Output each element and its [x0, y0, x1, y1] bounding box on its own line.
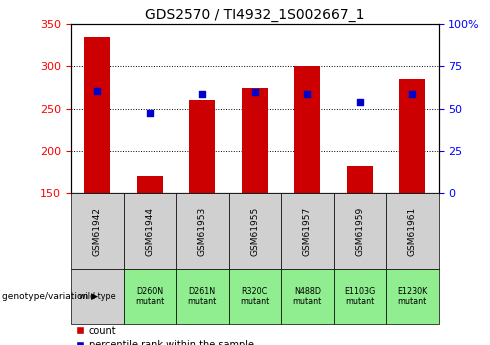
Text: E1103G
mutant: E1103G mutant [344, 287, 375, 306]
Text: GSM61959: GSM61959 [355, 207, 364, 256]
Bar [137, 176, 163, 193]
Point [94, 88, 101, 94]
Text: N488D
mutant: N488D mutant [293, 287, 322, 306]
Text: GSM61955: GSM61955 [250, 207, 259, 256]
Bar [386, 269, 439, 324]
Bar [281, 193, 334, 269]
Bar [176, 269, 228, 324]
Bar [71, 193, 123, 269]
Bar [281, 269, 334, 324]
Bar [71, 269, 123, 324]
Legend: count, percentile rank within the sample: count, percentile rank within the sample [76, 326, 253, 345]
Bar [399, 79, 425, 193]
Text: D261N
mutant: D261N mutant [188, 287, 217, 306]
Bar [334, 269, 386, 324]
Text: GSM61944: GSM61944 [146, 207, 154, 256]
Bar [294, 66, 320, 193]
Bar [346, 166, 373, 193]
Text: GSM61957: GSM61957 [303, 207, 312, 256]
Point [303, 91, 311, 97]
Text: GSM61961: GSM61961 [408, 207, 417, 256]
Text: genotype/variation ▶: genotype/variation ▶ [2, 292, 98, 301]
Bar [334, 193, 386, 269]
Point [146, 110, 154, 116]
Bar [123, 193, 176, 269]
Bar [386, 193, 439, 269]
Point [408, 91, 416, 97]
Bar [189, 100, 216, 193]
Point [198, 91, 206, 97]
Bar [176, 193, 228, 269]
Bar [228, 269, 281, 324]
Title: GDS2570 / TI4932_1S002667_1: GDS2570 / TI4932_1S002667_1 [145, 8, 365, 22]
Text: wild type: wild type [79, 292, 116, 301]
Bar [242, 88, 268, 193]
Text: GSM61953: GSM61953 [198, 207, 207, 256]
Text: E1230K
mutant: E1230K mutant [397, 287, 427, 306]
Text: D260N
mutant: D260N mutant [135, 287, 165, 306]
Bar [123, 269, 176, 324]
Point [356, 99, 364, 105]
Text: GSM61942: GSM61942 [93, 207, 102, 256]
Bar [228, 193, 281, 269]
Text: R320C
mutant: R320C mutant [240, 287, 270, 306]
Bar [84, 37, 110, 193]
Point [251, 89, 259, 95]
